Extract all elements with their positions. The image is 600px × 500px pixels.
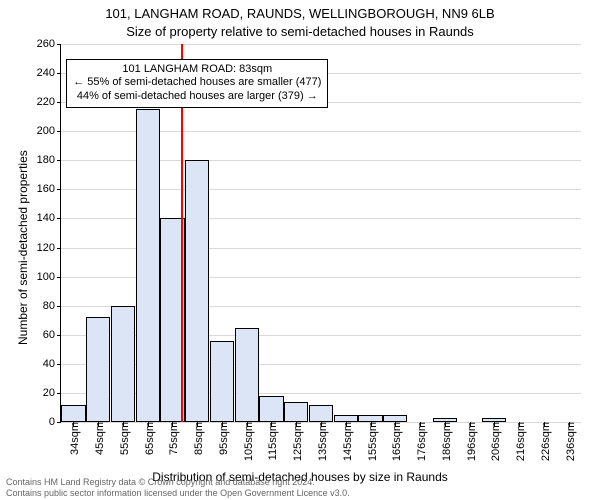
y-tick-label: 120 [37, 242, 61, 254]
x-tick-label: 34sqm [65, 422, 81, 455]
y-gridline [61, 44, 581, 45]
x-tick-label: 55sqm [115, 422, 131, 455]
annotation-line: 101 LANGHAM ROAD: 83sqm [73, 63, 321, 77]
x-tick-label: 226sqm [536, 422, 552, 461]
x-tick-label: 125sqm [288, 422, 304, 461]
x-tick-label: 145sqm [338, 422, 354, 461]
x-tick-label: 105sqm [239, 422, 255, 461]
annotation-line: ← 55% of semi-detached houses are smalle… [73, 76, 321, 90]
x-tick-label: 236sqm [561, 422, 577, 461]
annotation-line: 44% of semi-detached houses are larger (… [73, 90, 321, 104]
histogram-bar [86, 317, 110, 422]
y-tick-label: 100 [37, 271, 61, 283]
x-tick-label: 65sqm [140, 422, 156, 455]
histogram-bar [185, 160, 209, 422]
chart-title-line2: Size of property relative to semi-detach… [0, 24, 600, 39]
x-tick-label: 155sqm [363, 422, 379, 461]
x-tick-label: 75sqm [164, 422, 180, 455]
x-tick-label: 206sqm [486, 422, 502, 461]
footnote-line2: Contains public sector information licen… [6, 488, 350, 498]
footnote-line1: Contains HM Land Registry data © Crown c… [6, 477, 350, 487]
histogram-bar [111, 306, 135, 422]
x-tick-label: 135sqm [313, 422, 329, 461]
y-tick-label: 0 [49, 416, 61, 428]
footnote: Contains HM Land Registry data © Crown c… [6, 477, 350, 498]
chart-title-line1: 101, LANGHAM ROAD, RAUNDS, WELLINGBOROUG… [0, 6, 600, 21]
x-tick-label: 115sqm [263, 422, 279, 460]
y-tick-label: 160 [37, 183, 61, 195]
histogram-bar [136, 109, 160, 422]
y-axis-label: Number of semi-detached properties [16, 150, 30, 345]
histogram-bar [235, 328, 259, 423]
x-tick-label: 216sqm [511, 422, 527, 461]
histogram-bar [309, 405, 333, 422]
histogram-bar [358, 415, 382, 422]
histogram-bar [334, 415, 358, 422]
plot-area: 02040608010012014016018020022024026034sq… [60, 44, 581, 423]
x-tick-label: 165sqm [387, 422, 403, 461]
y-tick-label: 260 [37, 38, 61, 50]
y-tick-label: 140 [37, 212, 61, 224]
x-tick-label: 186sqm [437, 422, 453, 461]
y-tick-label: 80 [43, 300, 61, 312]
histogram-chart: 101, LANGHAM ROAD, RAUNDS, WELLINGBOROUG… [0, 0, 600, 500]
histogram-bar [61, 405, 85, 422]
y-tick-label: 180 [37, 154, 61, 166]
x-tick-label: 196sqm [462, 422, 478, 461]
x-tick-label: 95sqm [214, 422, 230, 455]
histogram-bar [259, 396, 283, 422]
histogram-bar [210, 341, 234, 422]
y-tick-label: 240 [37, 67, 61, 79]
y-tick-label: 20 [43, 387, 61, 399]
y-tick-label: 200 [37, 125, 61, 137]
y-tick-label: 220 [37, 96, 61, 108]
y-tick-label: 40 [43, 358, 61, 370]
x-tick-label: 85sqm [189, 422, 205, 455]
y-tick-label: 60 [43, 329, 61, 341]
histogram-bar [383, 415, 407, 422]
annotation-box: 101 LANGHAM ROAD: 83sqm← 55% of semi-det… [66, 59, 328, 108]
histogram-bar [284, 402, 308, 422]
x-tick-label: 45sqm [90, 422, 106, 455]
x-tick-label: 176sqm [412, 422, 428, 461]
